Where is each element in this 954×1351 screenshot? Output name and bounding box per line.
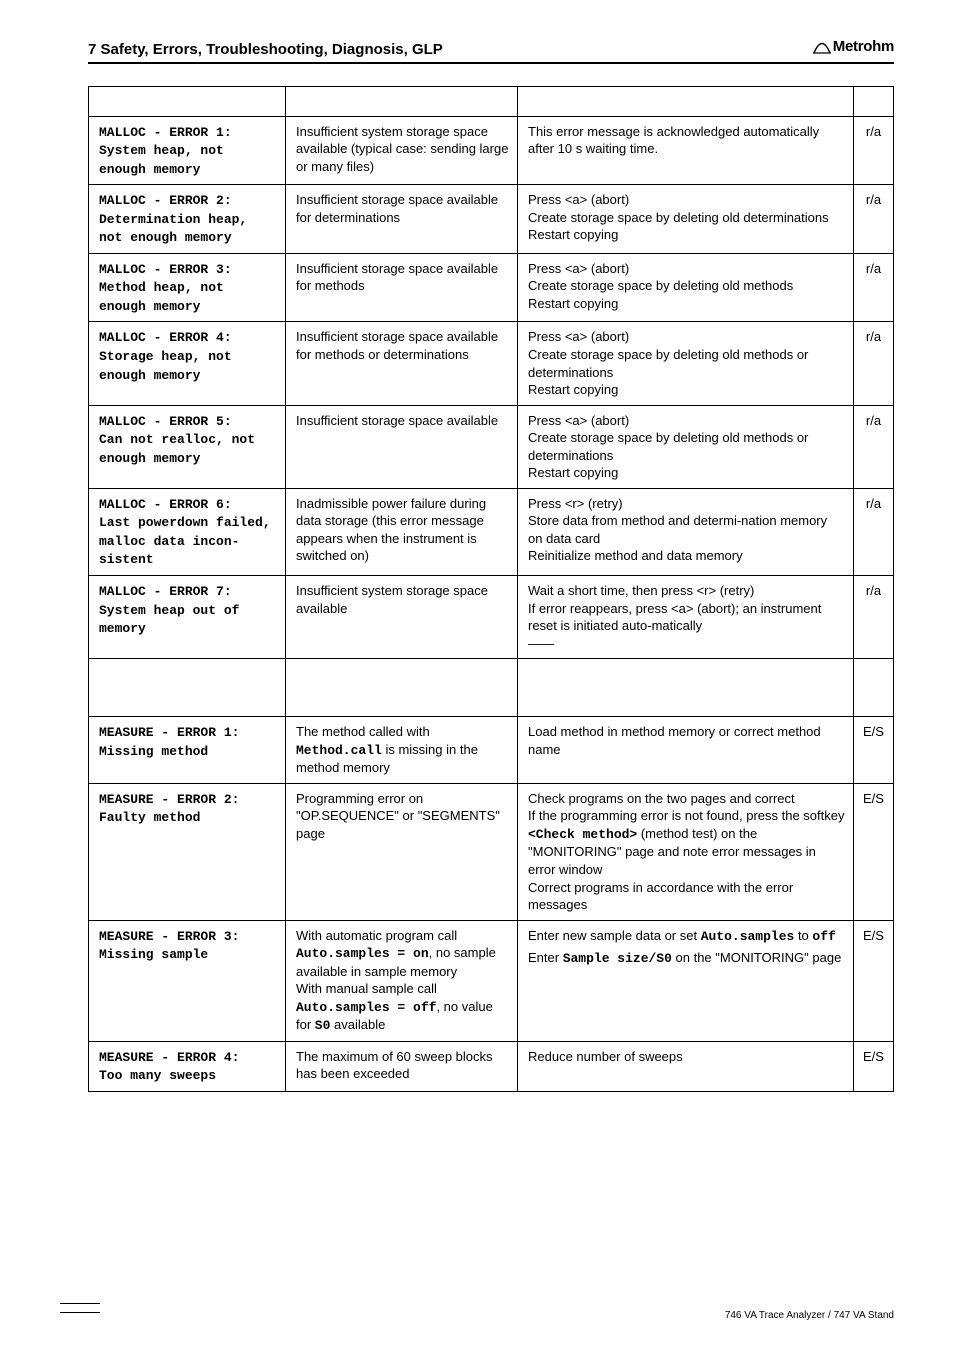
tag-cell: r/a bbox=[854, 575, 894, 658]
error-code-cell: MEASURE - ERROR 1: Missing method bbox=[89, 717, 286, 784]
tag-cell: r/a bbox=[854, 488, 894, 575]
cause-cell: The method called with Method.call is mi… bbox=[286, 717, 518, 784]
error-code-cell: MALLOC - ERROR 7: System heap out of mem… bbox=[89, 575, 286, 658]
error-code-cell: MALLOC - ERROR 5: Can not realloc, not e… bbox=[89, 405, 286, 488]
remedy-cell: Check programs on the two pages and corr… bbox=[518, 783, 854, 920]
remedy-cell: Reduce number of sweeps bbox=[518, 1041, 854, 1091]
tag-cell: E/S bbox=[854, 920, 894, 1041]
margin-rules bbox=[60, 1303, 100, 1321]
error-table: MALLOC - ERROR 1: System heap, not enoug… bbox=[88, 86, 894, 1093]
remedy-cell: This error message is acknowledged autom… bbox=[518, 116, 854, 185]
remedy-cell: Press <a> (abort)Create storage space by… bbox=[518, 185, 854, 254]
table-row: MALLOC - ERROR 1: System heap, not enoug… bbox=[89, 116, 894, 185]
page-footer: 746 VA Trace Analyzer / 747 VA Stand bbox=[725, 1310, 894, 1321]
table-row: MALLOC - ERROR 2: Determination heap, no… bbox=[89, 185, 894, 254]
error-code-cell: MALLOC - ERROR 6: Last powerdown failed,… bbox=[89, 488, 286, 575]
cause-cell: Insufficient storage space available for… bbox=[286, 253, 518, 322]
table-row: MEASURE - ERROR 4: Too many sweepsThe ma… bbox=[89, 1041, 894, 1091]
brand-text: Metrohm bbox=[833, 38, 894, 55]
table-row: MALLOC - ERROR 3: Method heap, not enoug… bbox=[89, 253, 894, 322]
table-row: MALLOC - ERROR 7: System heap out of mem… bbox=[89, 575, 894, 658]
tag-cell: E/S bbox=[854, 717, 894, 784]
error-code-cell: MEASURE - ERROR 4: Too many sweeps bbox=[89, 1041, 286, 1091]
table-row: MALLOC - ERROR 5: Can not realloc, not e… bbox=[89, 405, 894, 488]
tag-cell: r/a bbox=[854, 253, 894, 322]
table-row: MALLOC - ERROR 4: Storage heap, not enou… bbox=[89, 322, 894, 405]
remedy-cell: Press <a> (abort)Create storage space by… bbox=[518, 322, 854, 405]
table-gap-row bbox=[89, 659, 894, 717]
section-title: 7 Safety, Errors, Troubleshooting, Diagn… bbox=[88, 41, 443, 58]
metrohm-icon bbox=[813, 40, 831, 54]
error-code-cell: MALLOC - ERROR 3: Method heap, not enoug… bbox=[89, 253, 286, 322]
page-header: 7 Safety, Errors, Troubleshooting, Diagn… bbox=[88, 38, 894, 64]
table-row: MEASURE - ERROR 2: Faulty methodProgramm… bbox=[89, 783, 894, 920]
remedy-cell: Enter new sample data or set Auto.sample… bbox=[518, 920, 854, 1041]
cause-cell: The maximum of 60 sweep blocks has been … bbox=[286, 1041, 518, 1091]
brand-logo: Metrohm bbox=[813, 38, 894, 55]
table-row: MEASURE - ERROR 1: Missing methodThe met… bbox=[89, 717, 894, 784]
tag-cell: r/a bbox=[854, 116, 894, 185]
tag-cell: r/a bbox=[854, 185, 894, 254]
remedy-cell: Press <r> (retry)Store data from method … bbox=[518, 488, 854, 575]
table-header-blank bbox=[89, 86, 894, 116]
cause-cell: With automatic program call Auto.samples… bbox=[286, 920, 518, 1041]
remedy-cell: Wait a short time, then press <r> (retry… bbox=[518, 575, 854, 658]
cause-cell: Programming error on "OP.SEQUENCE" or "S… bbox=[286, 783, 518, 920]
error-code-cell: MEASURE - ERROR 3: Missing sample bbox=[89, 920, 286, 1041]
table-row: MEASURE - ERROR 3: Missing sampleWith au… bbox=[89, 920, 894, 1041]
remedy-cell: Load method in method memory or correct … bbox=[518, 717, 854, 784]
cause-cell: Insufficient system storage space availa… bbox=[286, 116, 518, 185]
error-code-cell: MALLOC - ERROR 2: Determination heap, no… bbox=[89, 185, 286, 254]
tag-cell: r/a bbox=[854, 405, 894, 488]
remedy-cell: Press <a> (abort)Create storage space by… bbox=[518, 405, 854, 488]
error-code-cell: MALLOC - ERROR 4: Storage heap, not enou… bbox=[89, 322, 286, 405]
cause-cell: Insufficient system storage space availa… bbox=[286, 575, 518, 658]
remedy-cell: Press <a> (abort)Create storage space by… bbox=[518, 253, 854, 322]
tag-cell: r/a bbox=[854, 322, 894, 405]
tag-cell: E/S bbox=[854, 1041, 894, 1091]
error-code-cell: MEASURE - ERROR 2: Faulty method bbox=[89, 783, 286, 920]
cause-cell: Insufficient storage space available for… bbox=[286, 185, 518, 254]
cause-cell: Insufficient storage space available bbox=[286, 405, 518, 488]
tag-cell: E/S bbox=[854, 783, 894, 920]
error-code-cell: MALLOC - ERROR 1: System heap, not enoug… bbox=[89, 116, 286, 185]
cause-cell: Inadmissible power failure during data s… bbox=[286, 488, 518, 575]
cause-cell: Insufficient storage space available for… bbox=[286, 322, 518, 405]
table-row: MALLOC - ERROR 6: Last powerdown failed,… bbox=[89, 488, 894, 575]
